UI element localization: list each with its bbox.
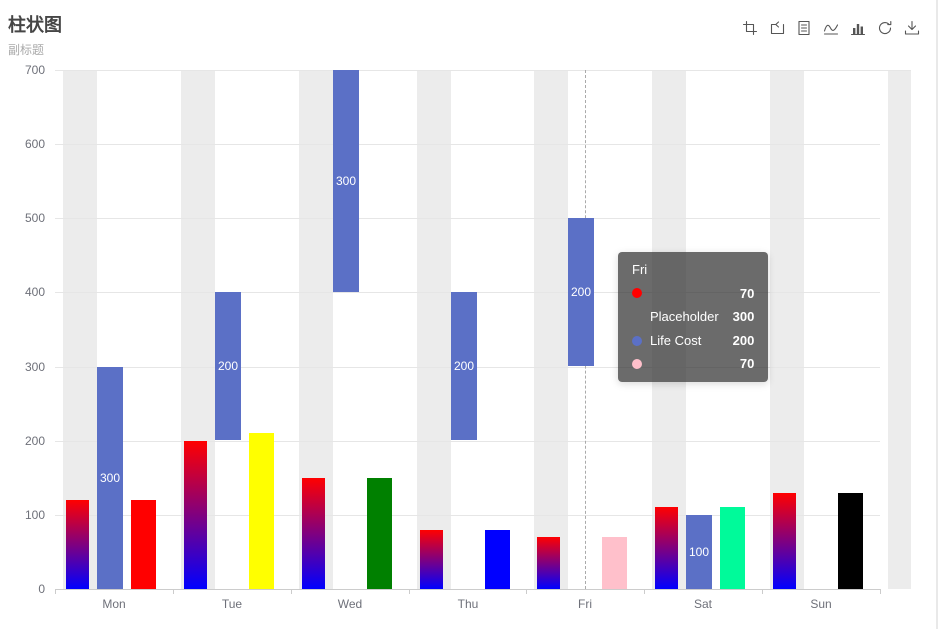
y-axis-label: 300 <box>24 360 45 374</box>
bar-colored-bar[interactable] <box>485 530 510 589</box>
x-axis-label: Sun <box>810 597 832 611</box>
x-axis-label: Wed <box>337 597 363 611</box>
axis-tick <box>173 589 174 594</box>
gridline <box>55 441 880 442</box>
restore-icon[interactable] <box>877 20 893 36</box>
series-name: Placeholder <box>650 309 719 325</box>
bar-gradient-bar[interactable] <box>420 530 443 589</box>
x-axis-line <box>55 589 880 590</box>
bar-gradient-bar[interactable] <box>537 537 560 589</box>
bar-gradient-bar[interactable] <box>655 507 678 589</box>
bar-gradient-bar[interactable] <box>184 441 207 589</box>
chart-title: 柱状图 <box>8 15 62 35</box>
axis-tick <box>762 589 763 594</box>
tooltip-row: 70 <box>632 286 754 302</box>
tooltip-row: Placeholder 300 <box>632 309 754 325</box>
axis-tick <box>644 589 645 594</box>
line-chart-icon[interactable] <box>823 20 839 36</box>
bar-value-label: 200 <box>217 359 239 373</box>
series-name: Life Cost <box>650 332 702 348</box>
tooltip: Fri 70 Placeholder 300 Life Cost 200 70 <box>618 252 769 382</box>
background-stripe <box>417 70 451 589</box>
series-value: 200 <box>732 332 755 348</box>
bar-value-label: 300 <box>335 174 357 188</box>
bar-colored-bar[interactable] <box>720 507 745 589</box>
data-view-icon[interactable] <box>796 20 812 36</box>
series-dot-icon <box>632 335 642 346</box>
gridline <box>55 218 880 219</box>
gridline <box>880 70 911 71</box>
bar-value-label: 200 <box>570 285 592 299</box>
x-axis-label: Sat <box>693 597 712 611</box>
y-axis-label: 500 <box>24 211 45 225</box>
bar-chart-icon[interactable] <box>850 20 866 36</box>
axis-tick <box>880 589 881 594</box>
y-axis-label: 700 <box>24 63 45 77</box>
background-stripe <box>534 70 568 589</box>
bar-value-label: 100 <box>688 545 710 559</box>
series-dot-icon <box>632 288 642 299</box>
background-stripe <box>888 70 911 589</box>
y-axis-label: 0 <box>38 582 45 596</box>
x-axis-label: Mon <box>102 597 126 611</box>
chart-subtitle: 副标题 <box>8 43 45 57</box>
series-value: 70 <box>739 285 755 301</box>
tooltip-title: Fri <box>632 262 648 277</box>
series-dot-icon <box>632 312 642 322</box>
bar-colored-bar[interactable] <box>367 478 392 589</box>
axis-tick <box>409 589 410 594</box>
bar-gradient-bar[interactable] <box>302 478 325 589</box>
toolbox <box>742 20 920 36</box>
bar-life-cost[interactable]: 200 <box>568 218 594 366</box>
bar-life-cost[interactable]: 200 <box>451 292 477 440</box>
scrollbar-track[interactable] <box>936 0 938 629</box>
gridline <box>55 70 880 71</box>
tooltip-row: 70 <box>632 356 754 372</box>
x-axis-label: Fri <box>578 597 592 611</box>
bar-gradient-bar[interactable] <box>66 500 89 589</box>
gridline <box>55 144 880 145</box>
bar-life-cost[interactable]: 100 <box>686 515 712 589</box>
zoom-select-icon[interactable] <box>742 20 758 36</box>
tooltip-row: Life Cost 200 <box>632 333 754 349</box>
y-axis-label: 100 <box>24 508 45 522</box>
save-image-icon[interactable] <box>904 20 920 36</box>
y-axis-label: 200 <box>24 434 45 448</box>
y-axis-label: 400 <box>24 285 45 299</box>
bar-life-cost[interactable]: 300 <box>333 70 359 292</box>
series-value: 300 <box>732 309 755 325</box>
zoom-reset-icon[interactable] <box>769 20 785 36</box>
series-dot-icon <box>632 359 642 370</box>
bar-life-cost[interactable]: 200 <box>215 292 241 440</box>
bar-gradient-bar[interactable] <box>773 493 796 589</box>
gridline <box>55 515 880 516</box>
bar-colored-bar[interactable] <box>838 493 863 589</box>
axis-tick <box>291 589 292 594</box>
axis-tick <box>55 589 56 594</box>
bar-colored-bar[interactable] <box>249 433 274 589</box>
bar-colored-bar[interactable] <box>131 500 156 589</box>
bar-value-label: 300 <box>99 471 121 485</box>
bar-colored-bar[interactable] <box>602 537 627 589</box>
series-value: 70 <box>739 356 755 372</box>
y-axis-label: 600 <box>24 137 45 151</box>
axis-tick <box>526 589 527 594</box>
x-axis-label: Tue <box>221 597 243 611</box>
bar-value-label: 200 <box>453 359 475 373</box>
bar-life-cost[interactable]: 300 <box>97 367 123 589</box>
x-axis-label: Thu <box>457 597 479 611</box>
